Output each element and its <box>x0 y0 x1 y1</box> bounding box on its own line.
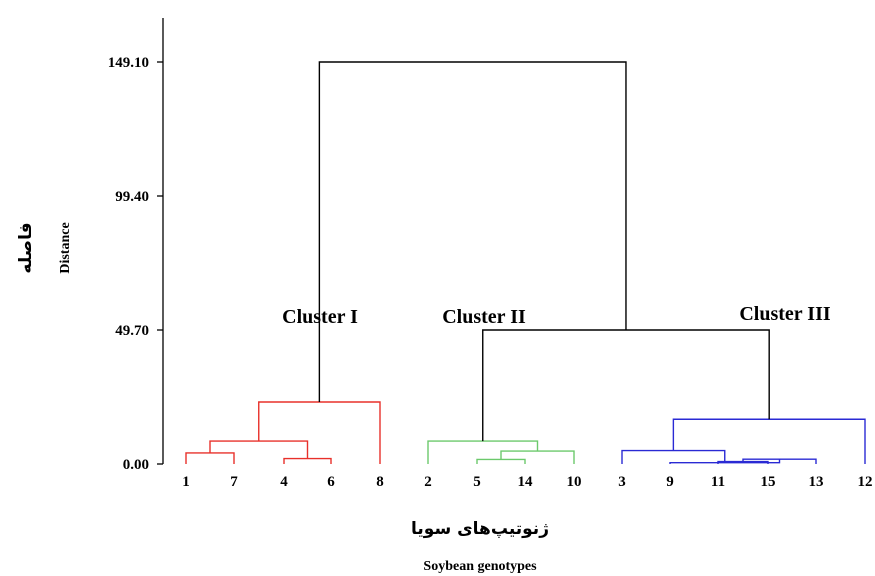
y-tick-label: 99.40 <box>115 189 149 205</box>
dendrogram-link-3 <box>209 440 309 459</box>
leaf-label-10: 10 <box>567 474 582 490</box>
leaf-label-13: 13 <box>809 474 824 490</box>
dendrogram-link-14 <box>318 61 627 402</box>
dendrogram-link-13 <box>482 329 770 442</box>
dendrogram-link-6 <box>500 450 575 464</box>
leaf-label-14: 14 <box>518 474 534 490</box>
cluster-label-2: Cluster II <box>442 306 526 328</box>
y-tick-label: 149.10 <box>108 55 149 71</box>
dendrogram-links <box>185 61 866 464</box>
leaf-label-1: 1 <box>182 474 190 490</box>
leaf-label-2: 2 <box>424 474 432 490</box>
x-axis-label-en: Soybean genotypes <box>423 559 537 574</box>
y-axis-label-fa: فاصله <box>16 222 36 273</box>
leaf-label-15: 15 <box>761 474 776 490</box>
x-axis-label-fa: ژنوتیپ‌های سویا <box>411 519 549 539</box>
dendrogram-link-2 <box>283 457 332 464</box>
y-tick-label: 49.70 <box>115 323 149 339</box>
dendrogram-link-12 <box>672 418 866 464</box>
leaf-label-11: 11 <box>711 474 725 490</box>
dendrogram-link-4 <box>258 401 381 464</box>
leaf-label-8: 8 <box>376 474 384 490</box>
y-tick-label: 0.00 <box>123 457 149 473</box>
dendrogram-link-7 <box>427 440 539 464</box>
leaf-label-5: 5 <box>473 474 481 490</box>
leaf-labels: 1 7 4 6 8 2 5 14 10 3 9 11 15 13 12 <box>182 474 872 490</box>
dendrogram-link-1 <box>185 452 235 464</box>
cluster-label-1: Cluster I <box>282 306 358 328</box>
y-axis-ticks: 0.00 49.70 99.40 149.10 <box>108 55 163 473</box>
dendrogram-link-5 <box>476 458 526 464</box>
leaf-label-12: 12 <box>858 474 873 490</box>
leaf-label-7: 7 <box>230 474 238 490</box>
leaf-label-3: 3 <box>618 474 626 490</box>
y-axis-label-en: Distance <box>58 222 73 273</box>
cluster-label-3: Cluster III <box>739 303 831 325</box>
leaf-label-9: 9 <box>666 474 674 490</box>
leaf-label-6: 6 <box>327 474 335 490</box>
leaf-label-4: 4 <box>280 474 288 490</box>
dendrogram-link-10 <box>669 459 781 464</box>
